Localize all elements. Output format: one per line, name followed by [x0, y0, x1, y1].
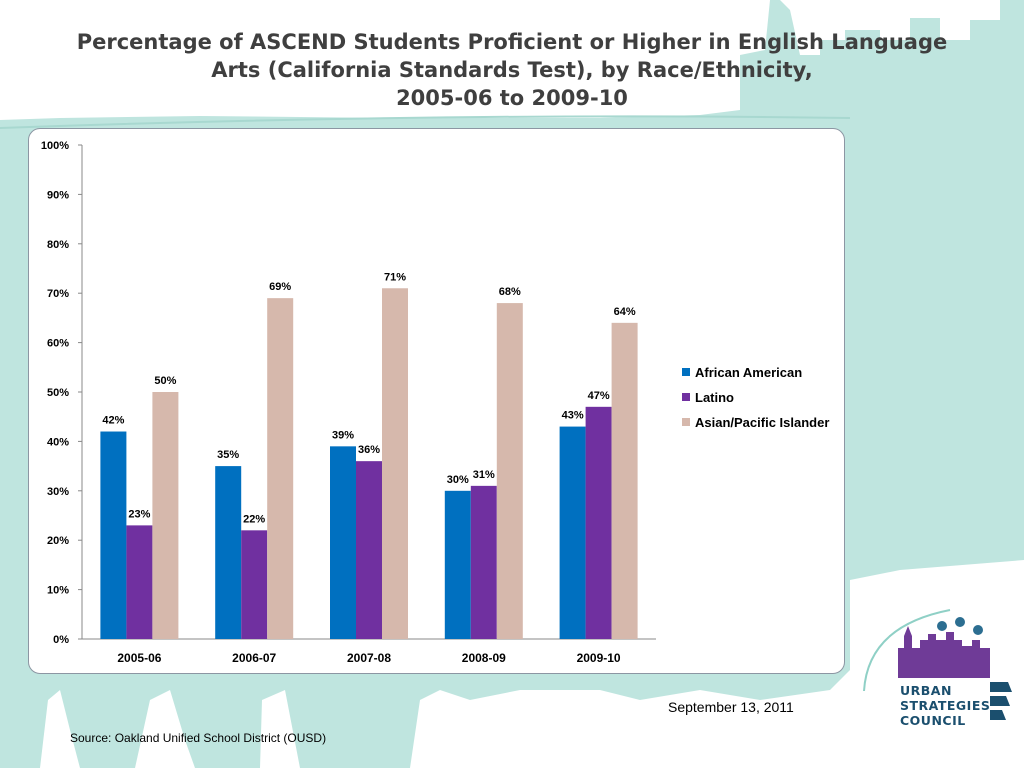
bar: [267, 298, 294, 639]
slide-title-line-1: Percentage of ASCEND Students Proficient…: [76, 30, 948, 54]
bar: [444, 490, 471, 639]
logo-text-council: COUNCIL: [900, 713, 966, 728]
bar: [559, 426, 586, 639]
x-tick-label: 2005-06: [117, 651, 161, 665]
data-label: 36%: [358, 444, 380, 456]
y-tick-label: 0%: [53, 634, 69, 646]
y-tick-label: 60%: [47, 338, 69, 350]
y-tick-label: 100%: [41, 140, 69, 152]
data-label: 43%: [562, 410, 584, 422]
data-label: 42%: [102, 415, 124, 427]
source-note: Source: Oakland Unified School District …: [70, 731, 327, 745]
data-label: 30%: [447, 474, 469, 486]
bar-chart: 0% 10% 20% 30% 40% 50% 60% 70% 80% 90% 100% 2005-06…: [41, 140, 830, 665]
bar: [100, 431, 127, 639]
x-tick-label: 2006-07: [232, 651, 276, 665]
x-tick-label: 2007-08: [347, 651, 391, 665]
bar: [126, 525, 153, 639]
y-tick-label: 20%: [47, 535, 69, 547]
data-label: 47%: [588, 390, 610, 402]
x-tick-label: 2008-09: [462, 651, 506, 665]
legend-label: Latino: [695, 390, 734, 405]
data-label: 39%: [332, 429, 354, 441]
bar: [215, 466, 242, 639]
bar: [382, 288, 408, 639]
bar: [611, 322, 638, 639]
x-tick-label: 2009-10: [577, 651, 621, 665]
legend-swatch: [682, 368, 690, 376]
chart-panel: 0% 10% 20% 30% 40% 50% 60% 70% 80% 90% 100% 2005-06…: [28, 128, 845, 674]
legend-label: Asian/Pacific Islander: [695, 415, 829, 430]
data-label: 31%: [473, 469, 495, 481]
presentation-date: September 13, 2011: [668, 699, 794, 715]
legend-swatch: [682, 418, 690, 426]
logo-text-strategies: STRATEGIES: [900, 698, 991, 713]
y-tick-label: 80%: [47, 239, 69, 251]
bar: [356, 461, 382, 639]
data-label: 22%: [243, 513, 265, 525]
bar: [496, 303, 523, 639]
y-tick-label: 50%: [47, 387, 69, 399]
bar: [585, 406, 612, 639]
city-skyline-people-icon: [854, 600, 1012, 720]
logo-text-urban: URBAN: [900, 683, 952, 698]
y-tick-label: 10%: [47, 585, 69, 597]
bar: [330, 446, 356, 639]
slide-title-line-2: Arts (California Standards Test), by Rac…: [211, 58, 813, 82]
data-label: 71%: [384, 271, 406, 283]
legend-label: African American: [695, 365, 802, 380]
bar: [152, 392, 179, 639]
bar: [470, 485, 497, 639]
data-label: 50%: [154, 375, 176, 387]
slide-title-line-3: 2005-06 to 2009-10: [396, 86, 628, 110]
data-label: 23%: [128, 508, 150, 520]
data-label: 69%: [269, 281, 291, 293]
bar: [241, 530, 268, 639]
y-tick-label: 40%: [47, 436, 69, 448]
y-tick-label: 70%: [47, 288, 69, 300]
data-label: 35%: [217, 449, 239, 461]
data-label: 68%: [499, 286, 521, 298]
legend-swatch: [682, 393, 690, 401]
y-tick-label: 30%: [47, 486, 69, 498]
urban-strategies-council-logo: URBAN STRATEGIES COUNCIL: [850, 596, 1024, 768]
data-label: 64%: [614, 306, 636, 318]
y-tick-label: 90%: [47, 189, 69, 201]
